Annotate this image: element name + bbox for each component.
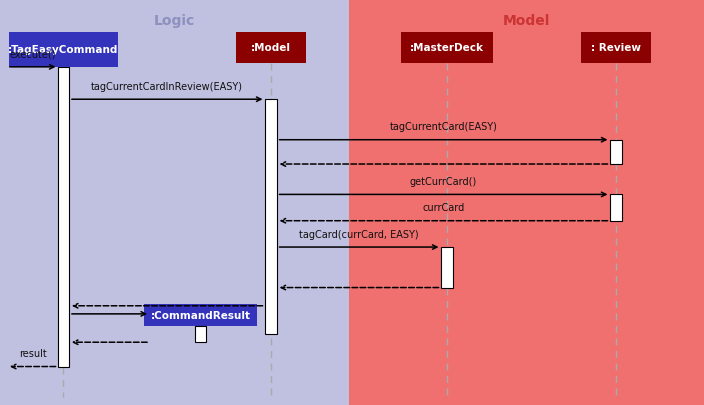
Text: :MasterDeck: :MasterDeck	[410, 43, 484, 53]
Bar	[58, 67, 69, 367]
Bar	[610, 140, 622, 164]
Bar	[0, 0, 349, 405]
Bar	[581, 32, 651, 63]
Text: tagCurrentCard(EASY): tagCurrentCard(EASY)	[389, 122, 498, 132]
Bar	[610, 194, 622, 221]
Text: result: result	[19, 349, 46, 359]
Bar	[8, 32, 118, 67]
Text: :Model: :Model	[251, 43, 291, 53]
Text: currCard: currCard	[422, 203, 465, 213]
Text: execute(): execute()	[9, 49, 56, 60]
Bar	[195, 326, 206, 342]
Text: : Review: : Review	[591, 43, 641, 53]
Text: :TagEasyCommand: :TagEasyCommand	[8, 45, 118, 55]
Bar	[144, 304, 257, 326]
Bar	[441, 247, 453, 288]
Bar	[401, 32, 493, 63]
Bar	[265, 99, 277, 334]
Text: getCurrCard(): getCurrCard()	[410, 177, 477, 187]
Text: tagCurrentCardInReview(EASY): tagCurrentCardInReview(EASY)	[92, 82, 243, 92]
Bar	[349, 0, 704, 405]
Text: tagCard(currCard, EASY): tagCard(currCard, EASY)	[299, 230, 419, 240]
Bar	[236, 32, 306, 63]
Text: Model: Model	[503, 14, 551, 28]
Text: Logic: Logic	[154, 14, 195, 28]
Text: :CommandResult: :CommandResult	[151, 311, 251, 321]
